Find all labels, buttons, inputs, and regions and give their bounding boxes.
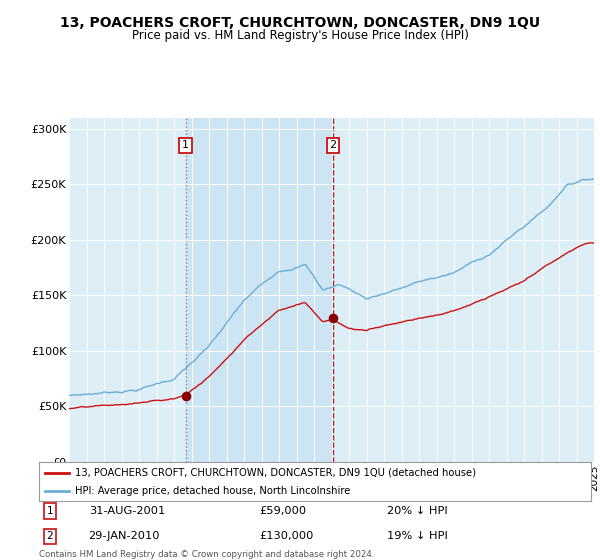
Text: £59,000: £59,000 (260, 506, 307, 516)
Text: 13, POACHERS CROFT, CHURCHTOWN, DONCASTER, DN9 1QU: 13, POACHERS CROFT, CHURCHTOWN, DONCASTE… (60, 16, 540, 30)
Text: 1: 1 (47, 506, 53, 516)
Text: 20% ↓ HPI: 20% ↓ HPI (387, 506, 448, 516)
Bar (185, 118, 333, 462)
Point (181, 392, 190, 401)
Text: HPI: Average price, detached house, North Lincolnshire: HPI: Average price, detached house, Nort… (75, 486, 350, 496)
Text: 13, POACHERS CROFT, CHURCHTOWN, DONCASTER, DN9 1QU (detached house): 13, POACHERS CROFT, CHURCHTOWN, DONCASTE… (75, 468, 476, 478)
Text: 29-JAN-2010: 29-JAN-2010 (89, 531, 160, 542)
Text: 31-AUG-2001: 31-AUG-2001 (89, 506, 165, 516)
Text: £130,000: £130,000 (260, 531, 314, 542)
Text: Contains HM Land Registry data © Crown copyright and database right 2024.
This d: Contains HM Land Registry data © Crown c… (39, 550, 374, 560)
Text: 1: 1 (182, 141, 189, 151)
Text: 2: 2 (47, 531, 53, 542)
Text: 19% ↓ HPI: 19% ↓ HPI (387, 531, 448, 542)
Text: Price paid vs. HM Land Registry's House Price Index (HPI): Price paid vs. HM Land Registry's House … (131, 29, 469, 42)
Point (328, 313, 338, 322)
Text: 2: 2 (329, 141, 337, 151)
